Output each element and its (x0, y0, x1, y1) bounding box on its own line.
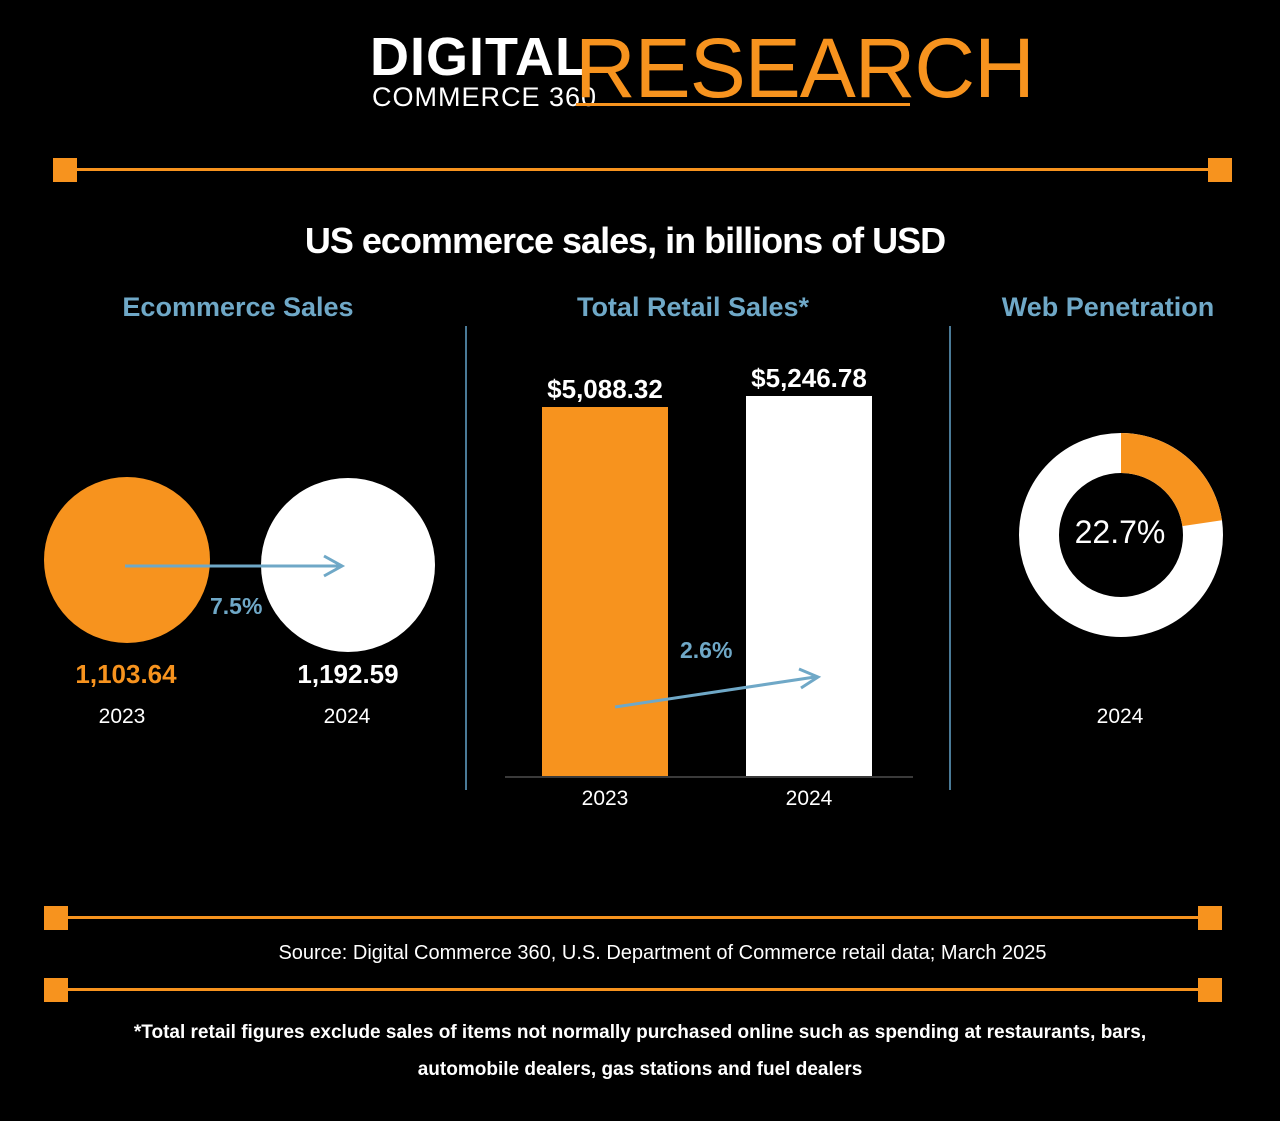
ecommerce-growth-arrow (125, 554, 346, 578)
retail-year-2024: 2024 (785, 787, 833, 810)
penetration-donut (1019, 433, 1223, 637)
footnote-line-2: automobile dealers, gas stations and fue… (417, 1059, 863, 1080)
divider-bottom-right-square (1198, 978, 1222, 1002)
logo-underline (576, 103, 910, 106)
logo-commerce-360: COMMERCE 360 (372, 82, 598, 112)
ecommerce-growth-label: 7.5% (210, 593, 263, 619)
footnote-line-1: *Total retail figures exclude sales of i… (133, 1022, 1147, 1043)
chart-title: US ecommerce sales, in billions of USD (304, 220, 946, 261)
ecommerce-year-2024: 2024 (323, 705, 371, 728)
divider-mid-right-square (1198, 906, 1222, 930)
divider-top-right-square (1208, 158, 1232, 182)
source-note: Source: Digital Commerce 360, U.S. Depar… (278, 942, 1047, 964)
divider-bottom-line (56, 988, 1212, 991)
divider-top-line (60, 168, 1222, 171)
bubble-2023 (44, 477, 210, 643)
ecommerce-value-2023: 1,103.64 (75, 659, 177, 689)
section-title-retail: Total Retail Sales* (576, 292, 810, 322)
retail-bar-2024 (746, 396, 872, 776)
separator-right (949, 326, 951, 790)
retail-value-2023: $5,088.32 (547, 374, 663, 405)
logo-digital: DIGITAL (370, 27, 589, 87)
penetration-year-2024: 2024 (1096, 705, 1144, 728)
separator-left (465, 326, 467, 790)
ecommerce-value-2024: 1,192.59 (297, 659, 399, 689)
section-title-ecommerce: Ecommerce Sales (122, 292, 354, 322)
logo-research: RESEARCH (575, 21, 1035, 115)
section-title-penetration: Web Penetration (1001, 292, 1215, 322)
penetration-value: 22.7% (1074, 514, 1166, 550)
retail-growth-arrow (614, 667, 822, 709)
retail-year-2023: 2023 (581, 787, 629, 810)
retail-value-2024: $5,246.78 (751, 363, 867, 393)
retail-bar-2023 (542, 407, 668, 776)
retail-baseline (505, 776, 913, 778)
divider-mid-line (56, 916, 1212, 919)
retail-growth-label: 2.6% (680, 637, 733, 663)
ecommerce-year-2023: 2023 (98, 705, 146, 728)
donut-slice-2024 (1121, 433, 1222, 527)
